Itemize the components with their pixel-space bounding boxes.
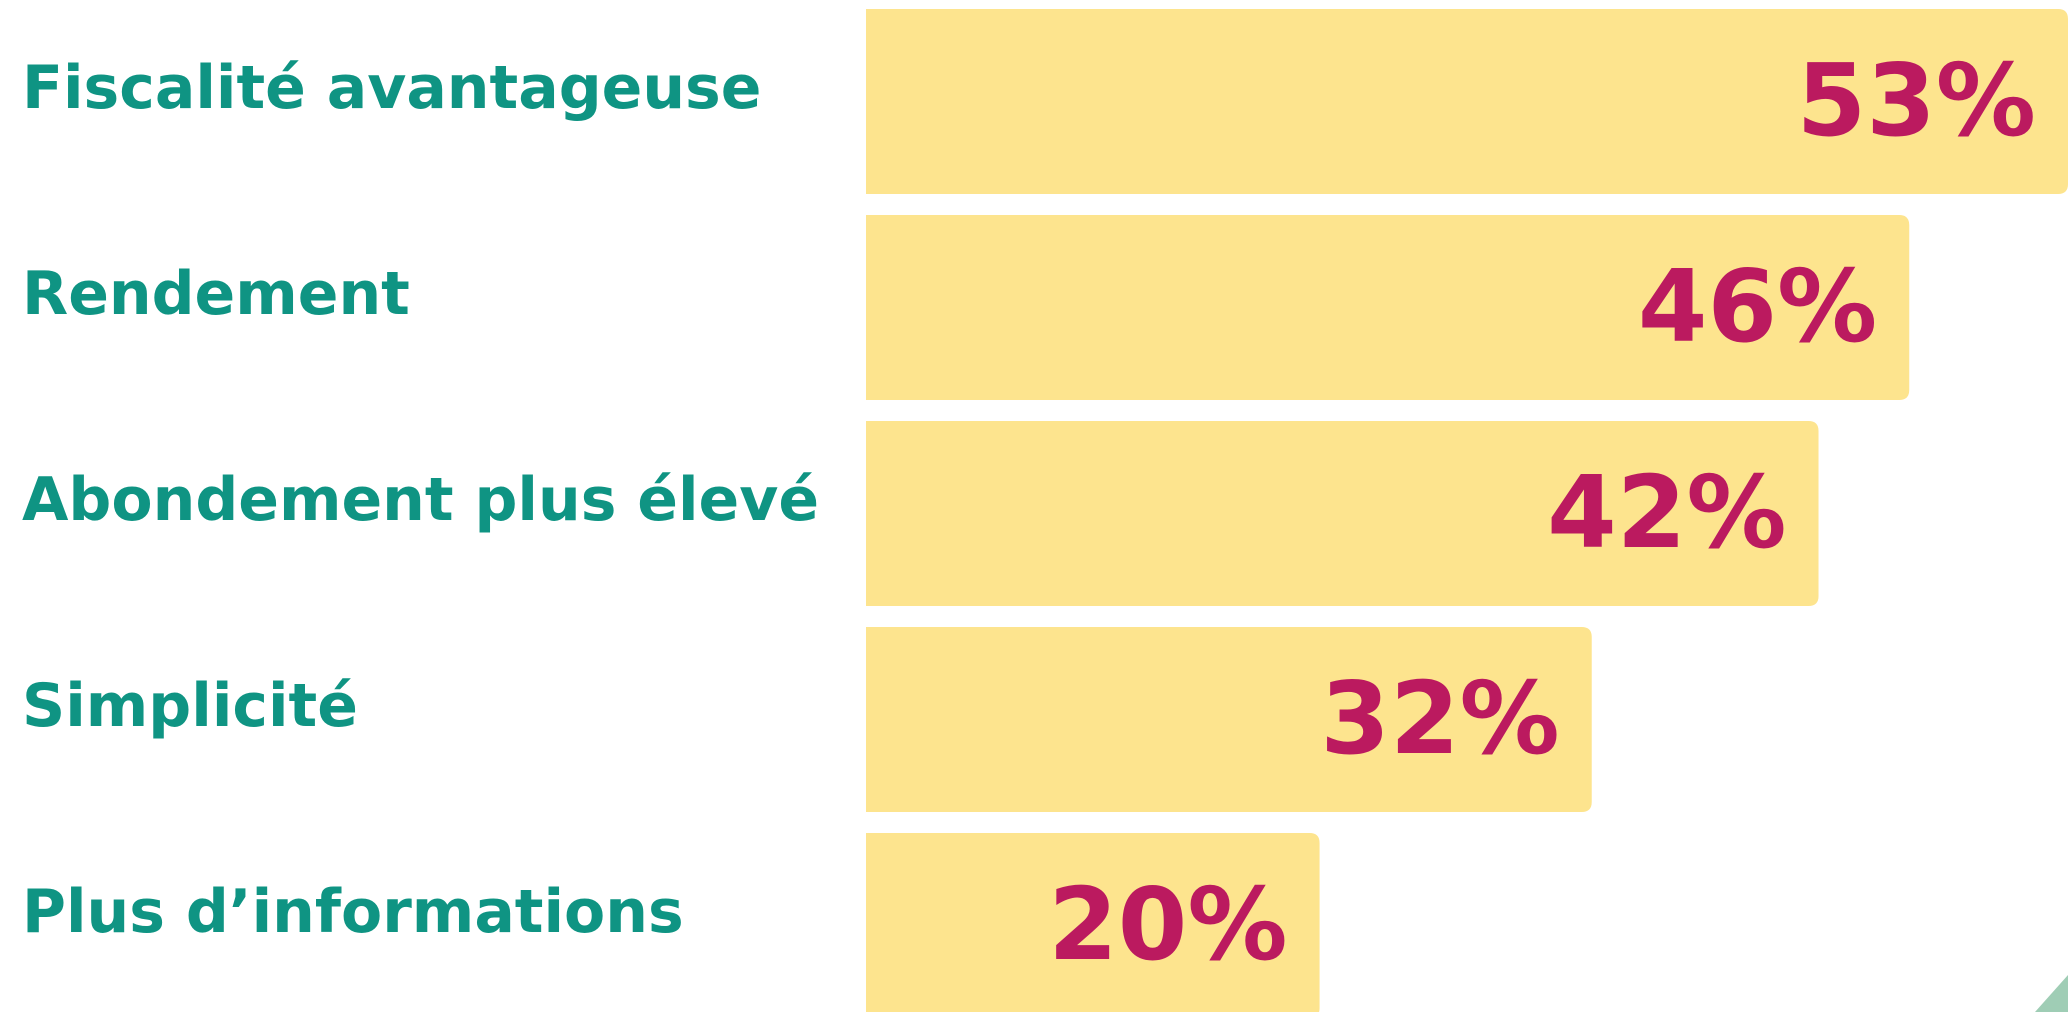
value-label: 42% [1547, 454, 1786, 571]
corner-decoration [2035, 975, 2068, 1012]
value-label: 20% [1048, 866, 1287, 983]
category-label: Rendement [22, 259, 410, 329]
category-label: Fiscalité avantageuse [22, 53, 761, 123]
category-label: Plus d’informations [22, 877, 684, 947]
bar [866, 215, 1910, 400]
value-label: 32% [1320, 660, 1559, 777]
category-label: Simplicité [22, 671, 358, 741]
bar [866, 833, 1320, 1012]
bar [866, 421, 1819, 606]
value-label: 53% [1797, 42, 2036, 159]
bar [866, 9, 2068, 194]
value-label: 46% [1638, 248, 1877, 365]
category-label: Abondement plus élevé [22, 465, 819, 535]
bar [866, 627, 1592, 812]
